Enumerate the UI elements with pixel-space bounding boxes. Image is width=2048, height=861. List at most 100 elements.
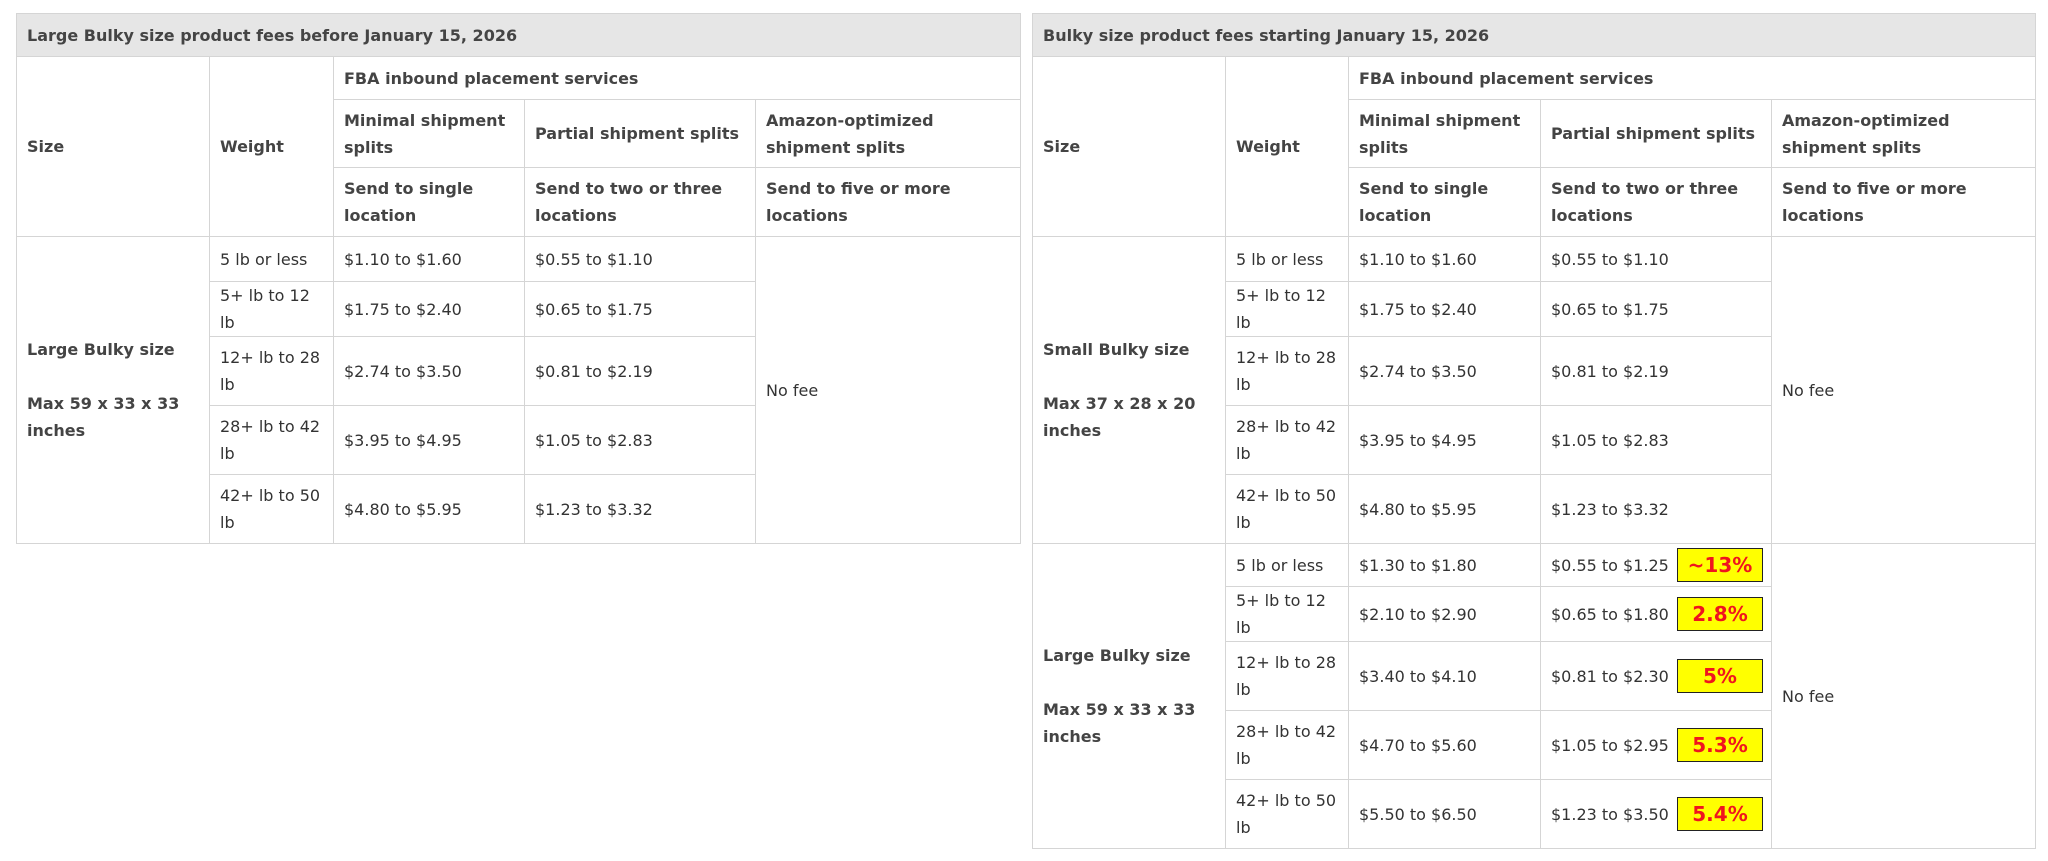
partial-fee-cell: $1.23 to $3.50 5.4% [1540,779,1772,849]
weight-cell: 28+ lb to 42 lb [1225,710,1349,780]
partial-fee-cell: $0.81 to $2.30 5% [1540,641,1772,711]
fees-table-before: Large Bulky size product fees before Jan… [16,13,1021,544]
size-dimensions: Max 59 x 33 x 33 inches [27,394,180,440]
weight-cell: 28+ lb to 42 lb [209,405,334,475]
partial-fee-value: $1.05 to $2.83 [535,430,653,450]
size-dimensions: Max 59 x 33 x 33 inches [1043,700,1196,746]
header-partial: Partial shipment splits [524,99,756,168]
increase-badge: 2.8% [1677,597,1763,631]
minimal-fee-cell: $1.75 to $2.40 [1348,281,1541,337]
weight-cell: 5 lb or less [1225,236,1349,282]
header-partial: Partial shipment splits [1540,99,1772,168]
weight-cell: 42+ lb to 50 lb [1225,779,1349,849]
partial-fee-cell: $0.55 to $1.25 ~13% [1540,543,1772,587]
increase-badge: 5.4% [1677,797,1763,831]
weight-cell: 5 lb or less [1225,543,1349,587]
partial-fee-cell: $0.55 to $1.10 [524,236,756,282]
partial-fee-value: $0.65 to $1.75 [535,299,653,319]
header-weight: Weight [1225,56,1349,237]
minimal-fee-cell: $1.30 to $1.80 [1348,543,1541,587]
table-row: 5+ lb to 12 lb $2.10 to $2.90 $0.65 to $1.… [1033,586,2036,642]
partial-fee-value: $0.55 to $1.25 [1551,555,1669,575]
weight-cell: 12+ lb to 28 lb [1225,641,1349,711]
weight-cell: 42+ lb to 50 lb [1225,474,1349,544]
weight-cell: 28+ lb to 42 lb [1225,405,1349,475]
size-label: Small Bulky size [1043,340,1190,359]
optimized-fee-cell: No fee [1770,236,2037,544]
size-label: Large Bulky size [27,340,175,359]
weight-cell: 5 lb or less [209,236,334,282]
header-weight: Weight [209,56,334,237]
header-optimized: Amazon-optimized shipment splits [755,99,1021,168]
optimized-fee-cell: No fee [755,236,1021,544]
minimal-fee-cell: $4.70 to $5.60 [1348,710,1541,780]
table-row: 5+ lb to 12 lb $1.75 to $2.40 $0.65 to $1.… [1033,281,2036,337]
partial-fee-cell: $1.05 to $2.83 [524,405,756,475]
partial-fee-value: $1.23 to $3.32 [1551,499,1669,519]
table-row: Large Bulky size Max 59 x 33 x 33 inches 5… [1032,543,2037,849]
weight-cell: 5+ lb to 12 lb [1225,586,1349,642]
partial-fee-value: $1.23 to $3.50 [1551,804,1669,824]
optimized-fee-cell: No fee [1770,543,2037,849]
header-size: Size [1032,56,1226,237]
header-size: Size [16,56,210,237]
partial-fee-cell: $0.81 to $2.19 [1540,336,1772,406]
table-row: Large Bulky size Max 59 x 33 x 33 inches 5… [16,236,1021,544]
header-optimized: Amazon-optimized shipment splits [1770,99,2037,168]
table-row: 28+ lb to 42 lb $3.95 to $4.95 $1.05 to $2… [17,405,1021,475]
header-two_three: Send to two or three locations [1540,167,1772,237]
partial-fee-value: $0.65 to $1.80 [1551,604,1669,624]
minimal-fee-cell: $3.40 to $4.10 [1348,641,1541,711]
table-title: Bulky size product fees starting January… [1031,13,2037,57]
minimal-fee-cell: $4.80 to $5.95 [333,474,525,544]
partial-fee-cell: $1.23 to $3.32 [1540,474,1772,544]
partial-fee-value: $0.81 to $2.30 [1551,666,1669,686]
header-fba: FBA inbound placement services [1347,56,2037,100]
increase-badge: 5% [1677,659,1763,693]
header-two_three: Send to two or three locations [524,167,756,237]
size-cell: Large Bulky size Max 59 x 33 x 33 inches [16,236,210,544]
partial-fee-value: $0.65 to $1.75 [1551,299,1669,319]
table-row: 12+ lb to 28 lb $2.74 to $3.50 $0.81 to $2… [1033,336,2036,406]
minimal-fee-cell: $1.10 to $1.60 [1348,236,1541,282]
partial-fee-value: $0.81 to $2.19 [1551,361,1669,381]
table-row: Small Bulky size Max 37 x 28 x 20 inches 5… [1032,236,2037,544]
weight-cell: 5+ lb to 12 lb [1225,281,1349,337]
partial-fee-cell: $0.55 to $1.10 [1540,236,1772,282]
header-five_more: Send to five or more locations [1770,167,2037,237]
table-row: 28+ lb to 42 lb $4.70 to $5.60 $1.05 to $2… [1033,710,2036,780]
size-cell: Small Bulky size Max 37 x 28 x 20 inches [1032,236,1226,544]
partial-fee-value: $1.05 to $2.83 [1551,430,1669,450]
partial-fee-cell: $0.65 to $1.75 [524,281,756,337]
header-single: Send to single location [333,167,525,237]
weight-cell: 5+ lb to 12 lb [209,281,334,337]
weight-cell: 42+ lb to 50 lb [209,474,334,544]
size-cell: Large Bulky size Max 59 x 33 x 33 inches [1032,543,1226,849]
partial-fee-cell: $1.23 to $3.32 [524,474,756,544]
table-row: 5+ lb to 12 lb $1.75 to $2.40 $0.65 to $1.… [17,281,1021,337]
minimal-fee-cell: $3.95 to $4.95 [1348,405,1541,475]
partial-fee-cell: $0.65 to $1.75 [1540,281,1772,337]
partial-fee-value: $1.23 to $3.32 [535,499,653,519]
header-five_more: Send to five or more locations [755,167,1021,237]
size-label: Large Bulky size [1043,646,1191,665]
increase-badge: 5.3% [1677,728,1763,762]
header-fba: FBA inbound placement services [333,56,1021,100]
minimal-fee-cell: $3.95 to $4.95 [333,405,525,475]
table-row: 42+ lb to 50 lb $5.50 to $6.50 $1.23 to $3… [1033,779,2036,849]
minimal-fee-cell: $1.75 to $2.40 [333,281,525,337]
partial-fee-value: $0.81 to $2.19 [535,361,653,381]
minimal-fee-cell: $4.80 to $5.95 [1348,474,1541,544]
table-title: Large Bulky size product fees before Jan… [16,13,1021,57]
partial-fee-value: $0.55 to $1.10 [1551,249,1669,269]
table-row: 12+ lb to 28 lb $3.40 to $4.10 $0.81 to $2… [1033,641,2036,711]
minimal-fee-cell: $1.10 to $1.60 [333,236,525,282]
increase-badge: ~13% [1677,548,1763,582]
header-minimal: Minimal shipment splits [1348,99,1541,168]
table-row: 12+ lb to 28 lb $2.74 to $3.50 $0.81 to $2… [17,336,1021,406]
fees-table-starting: Bulky size product fees starting January… [1031,13,2037,849]
partial-fee-value: $1.05 to $2.95 [1551,735,1669,755]
size-dimensions: Max 37 x 28 x 20 inches [1043,394,1196,440]
weight-cell: 12+ lb to 28 lb [1225,336,1349,406]
header-minimal: Minimal shipment splits [333,99,525,168]
